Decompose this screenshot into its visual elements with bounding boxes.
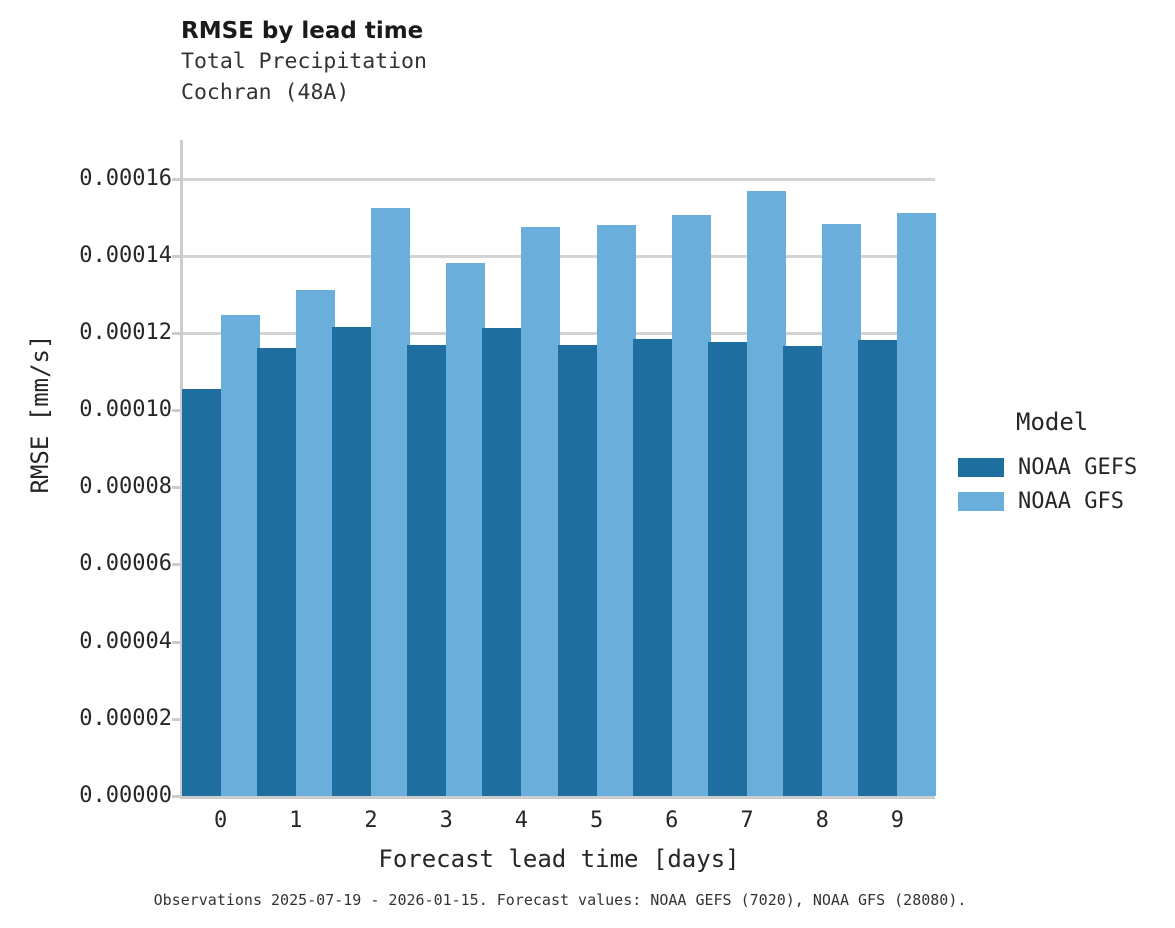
plot-inner: [181, 140, 937, 796]
legend: Model NOAA GEFS NOAA GFS: [958, 408, 1168, 518]
x-axis-tick-label: 8: [815, 808, 829, 833]
x-axis-tick-label: 7: [740, 808, 754, 833]
chart-caption: Observations 2025-07-19 - 2026-01-15. Fo…: [153, 891, 967, 909]
x-axis-tick-label: 1: [289, 808, 303, 833]
y-axis-tick-label: 0.00012: [79, 319, 172, 345]
y-axis-label: RMSE [mm/s]: [26, 334, 54, 494]
x-axis-tick-label: 9: [890, 808, 905, 833]
x-axis-tick-label: 6: [665, 808, 679, 833]
legend-swatch-icon: [958, 491, 1004, 511]
bar[interactable]: [596, 224, 636, 796]
bar[interactable]: [220, 315, 260, 796]
y-axis-tick-label: 0.00000: [79, 783, 172, 808]
x-axis-line: [180, 796, 935, 799]
bar[interactable]: [407, 345, 447, 796]
page-title: RMSE by lead time: [181, 18, 424, 44]
plot-area: [181, 140, 937, 796]
y-axis-tick-mark: [172, 717, 180, 721]
x-axis-tick-label: 3: [439, 808, 453, 833]
bar[interactable]: [671, 214, 711, 796]
legend-title: Model: [1016, 408, 1089, 436]
bar[interactable]: [557, 345, 597, 796]
bar[interactable]: [747, 190, 786, 796]
y-axis-tick-mark: [172, 795, 180, 798]
bar[interactable]: [181, 388, 221, 796]
bar[interactable]: [858, 339, 898, 796]
y-axis-line: [180, 140, 183, 799]
legend-item-label: NOAA GEFS: [1018, 454, 1138, 480]
y-axis-tick-mark: [172, 409, 180, 413]
bar[interactable]: [482, 327, 522, 796]
legend-item-label: NOAA GFS: [1018, 488, 1124, 514]
x-axis-tick-label: 0: [213, 808, 228, 833]
bar[interactable]: [822, 224, 862, 796]
bar[interactable]: [295, 289, 335, 796]
y-axis-tick-labels: 0.00000 0.00002 0.00004 0.00006 0.00008 0.000…: [0, 0, 180, 928]
y-axis-tick-mark: [172, 640, 180, 644]
x-axis-tick-label: 4: [514, 808, 529, 833]
bar[interactable]: [632, 338, 672, 796]
legend-swatch-icon: [958, 457, 1004, 477]
y-axis-tick-label: 0.00010: [79, 397, 172, 423]
title-block: RMSE by lead time Total Precipitation Co…: [181, 17, 427, 108]
y-axis-tick-mark: [172, 563, 180, 567]
y-axis-tick-mark: [172, 486, 180, 490]
x-axis-tick-label: 5: [589, 808, 604, 833]
chart-subtitle: Total Precipitation: [181, 49, 427, 74]
y-axis-tick-label: 0.00006: [79, 551, 172, 577]
legend-item[interactable]: NOAA GEFS: [958, 450, 1168, 484]
bar[interactable]: [897, 213, 937, 796]
y-axis-tick-mark: [172, 331, 180, 335]
y-axis-tick-label: 0.00014: [79, 242, 172, 268]
y-axis-tick-label: 0.00008: [79, 474, 172, 500]
bar[interactable]: [521, 227, 561, 796]
bar[interactable]: [446, 262, 486, 796]
bar[interactable]: [371, 207, 410, 796]
gridline: [183, 177, 935, 181]
bar[interactable]: [783, 346, 823, 796]
bar[interactable]: [256, 348, 296, 796]
chart-location-subtitle: Cochran (48A): [181, 80, 350, 105]
x-axis-label: Forecast lead time [days]: [378, 845, 740, 873]
y-axis-tick-label: 0.00016: [79, 165, 172, 191]
bar[interactable]: [708, 341, 747, 796]
legend-rows: NOAA GEFS NOAA GFS: [958, 450, 1168, 518]
x-axis-tick-label: 2: [364, 808, 378, 833]
legend-item[interactable]: NOAA GFS: [958, 484, 1168, 518]
y-axis-tick-mark: [172, 177, 180, 181]
y-axis-tick-mark: [172, 254, 180, 258]
bar[interactable]: [332, 327, 371, 796]
y-axis-tick-label: 0.00002: [79, 705, 172, 731]
y-axis-tick-label: 0.00004: [79, 628, 172, 654]
